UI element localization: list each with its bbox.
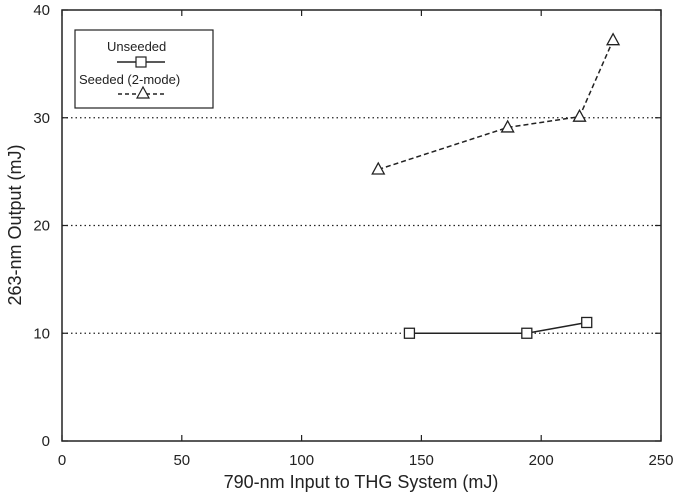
- y-tick-label-10: 10: [33, 325, 50, 342]
- x-tick-label-250: 250: [648, 452, 673, 469]
- legend-label-seeded: Seeded (2-mode): [79, 72, 180, 87]
- series-layer: [371, 32, 621, 339]
- series-line-seeded: [378, 39, 614, 171]
- legend-label-unseeded: Unseeded: [107, 39, 166, 54]
- x-tick-label-0: 0: [58, 452, 66, 469]
- data-point-seeded: [500, 119, 515, 133]
- x-tick-label-200: 200: [529, 452, 554, 469]
- y-axis-label: 263-nm Output (mJ): [5, 144, 25, 305]
- data-point-unseeded: [581, 316, 593, 329]
- y-tick-label-30: 30: [33, 110, 50, 127]
- y-tick-label-20: 20: [33, 218, 50, 235]
- x-tick-label-150: 150: [409, 452, 434, 469]
- data-point-unseeded: [403, 327, 416, 339]
- grid-lines: [62, 117, 661, 334]
- x-tick-label-100: 100: [289, 452, 314, 469]
- series-line-unseeded: [409, 321, 587, 334]
- x-axis-ticks: 0 50 100 150 200 250: [58, 10, 674, 469]
- data-point-seeded: [371, 161, 386, 175]
- y-axis-ticks: 0 10 20 30 40: [33, 2, 661, 450]
- data-point-seeded: [572, 108, 587, 122]
- x-tick-label-50: 50: [173, 452, 190, 469]
- data-point-unseeded: [521, 327, 533, 339]
- legend-marker-seeded: [135, 85, 151, 99]
- y-tick-label-0: 0: [42, 433, 50, 450]
- data-point-seeded: [605, 32, 621, 46]
- legend-marker-unseeded: [135, 56, 147, 68]
- y-tick-label-40: 40: [33, 2, 50, 19]
- legend: Unseeded Seeded (2-mode): [74, 29, 214, 109]
- x-axis-label: 790-nm Input to THG System (mJ): [224, 472, 499, 492]
